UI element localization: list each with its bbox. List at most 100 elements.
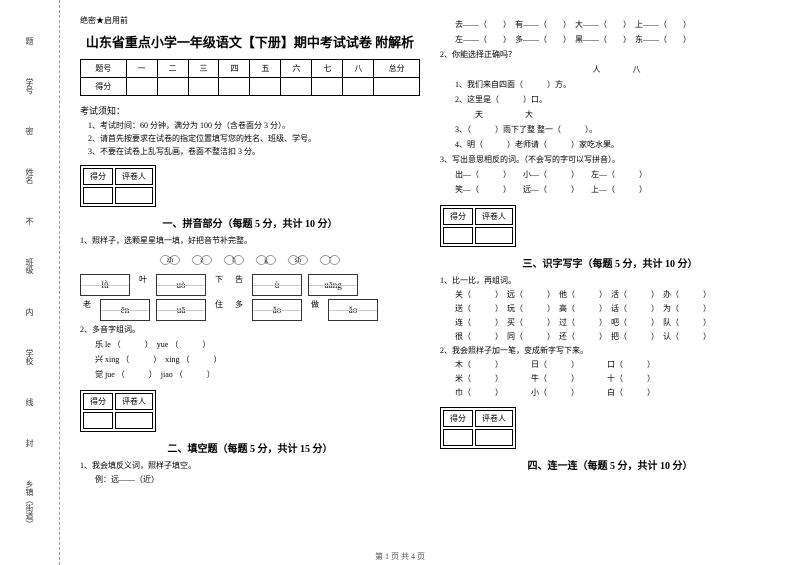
score-box: 得分评卷人 [440,407,516,449]
pinyin-box[interactable]: uāng [308,274,358,296]
fill-line: 2、这里是（ ）口。 [455,94,780,105]
binding-marker: 密 [24,127,35,135]
score-label: 得分 [83,168,113,185]
fill-line: 4、明（ ）老师请（ ）家吃水果。 [455,139,780,150]
grader-cell[interactable] [115,412,153,429]
score-label: 得分 [83,393,113,410]
star-icon: l [316,250,344,270]
grader-cell[interactable] [115,187,153,204]
svg-text:zh: zh [167,256,174,264]
pinyin-box[interactable]: lǜ [80,274,130,296]
table-row: 题号 一 二 三 四 五 六 七 八 总分 [81,60,420,78]
svg-text:l: l [329,256,331,264]
score-box: 得分评卷人 [440,205,516,247]
cell[interactable] [281,78,312,96]
char-label: 叶 [139,274,147,296]
cell[interactable] [250,78,281,96]
score-cell[interactable] [443,429,473,446]
grader-label: 评卷人 [475,410,513,427]
char-label: 告 [235,274,243,296]
binding-label: 学号 [24,78,35,94]
score-table: 题号 一 二 三 四 五 六 七 八 总分 得分 [80,59,420,96]
pinyin-box[interactable]: uā [156,299,206,321]
binding-label: 乡镇（街道） [24,480,35,528]
cell[interactable] [157,78,188,96]
grader-cell[interactable] [475,227,513,244]
cell[interactable] [188,78,219,96]
fill-line: 很（ ） 同（ ） 还（ ） 把（ ） 认（ ） [455,331,780,342]
exam-title: 山东省重点小学一年级语文【下册】期中考试试卷 附解析 [80,32,420,51]
fill-line: 巾（ ） 小（ ） 白（ ） [455,387,780,398]
score-box: 得分 评卷人 [80,165,156,207]
secret-tag: 绝密★启用前 [80,15,420,26]
pinyin-box[interactable]: ǎo [328,299,378,321]
char-label: 做 [311,299,319,321]
char-label: 住 [215,299,223,321]
fill-line: 笑—（ ） 远—（ ） 上—（ ） [455,184,780,195]
pinyin-box[interactable]: ēn [100,299,150,321]
notice-item: 3、不要在试卷上乱写乱画，卷面不整洁扣 3 分。 [88,146,420,157]
fill-line: 送（ ） 玩（ ） 高（ ） 话（ ） 为（ ） [455,303,780,314]
question-text: 1、比一比，再组词。 [440,275,780,286]
page-content: 绝密★启用前 山东省重点小学一年级语文【下册】期中考试试卷 附解析 题号 一 二… [60,0,800,565]
question-text: 1、照样子，选颗星星填一填，好把音节补完整。 [80,235,420,246]
notice-item: 1、考试时间：60 分钟，满分为 100 分（含卷面分 3 分）。 [88,120,420,131]
svg-text:z: z [200,256,203,264]
grader-label: 评卷人 [475,208,513,225]
cell: 五 [250,60,281,78]
cell: 一 [126,60,157,78]
fill-line: 兴 xing （ ） xing （ ） [95,354,420,365]
fill-line: 3、（ ）雨下了整 整一（ ）。 [455,124,780,135]
right-column: 去——（ ） 有——（ ） 大——（ ） 上——（ ） 左——（ ） 多——（ … [430,15,790,560]
star-icon: g [252,250,280,270]
score-cell[interactable] [83,187,113,204]
left-column: 绝密★启用前 山东省重点小学一年级语文【下册】期中考试试卷 附解析 题号 一 二… [70,15,430,560]
fill-line: 出—（ ） 小—（ ） 左—（ ） [455,169,780,180]
cell: 四 [219,60,250,78]
binding-marker: 线 [24,398,35,406]
cell[interactable] [374,78,420,96]
cell: 八 [343,60,374,78]
fill-line: 连（ ） 买（ ） 过（ ） 吧（ ） 队（ ） [455,317,780,328]
grader-label: 评卷人 [115,168,153,185]
question-text: 3、写出意思相反的词。（不会写的字可以写拼音）。 [440,154,780,165]
pinyin-box[interactable]: ù [252,274,302,296]
star-row: zh z h g sh l [80,250,420,270]
score-cell[interactable] [443,227,473,244]
grader-cell[interactable] [475,429,513,446]
cell: 题号 [81,60,127,78]
cell[interactable] [219,78,250,96]
star-icon: zh [156,250,184,270]
pinyin-box[interactable]: ǎo [252,299,302,321]
question-text: 2、多音字组词。 [80,324,420,335]
question-text: 2、你能选择正确吗？ [440,49,780,60]
cell[interactable] [312,78,343,96]
notice-title: 考试须知： [80,104,420,117]
score-box: 得分评卷人 [80,390,156,432]
binding-marker: 内 [24,308,35,316]
fill-line: 去——（ ） 有——（ ） 大——（ ） 上——（ ） [455,19,780,30]
cell: 六 [281,60,312,78]
binding-label: 学校 [24,349,35,365]
binding-strip: 题 学号 密 姓名 不 班级 内 学校 线 封 乡镇（街道） [0,0,60,565]
star-icon: z [188,250,216,270]
cell: 二 [157,60,188,78]
fill-line: 觉 jue （ ） jiao （ ） [95,369,420,380]
fill-line: 关（ ） 远（ ） 他（ ） 活（ ） 办（ ） [455,289,780,300]
section-title-1: 一、拼音部分（每题 5 分，共计 10 分） [80,215,420,230]
star-icon: sh [284,250,312,270]
score-label: 得分 [443,410,473,427]
fill-line: 乐 le （ ） yue （ ） [95,339,420,350]
cell[interactable] [126,78,157,96]
pinyin-row: lǜ叶 uò下 告ù uāng [80,274,420,296]
section-title-2: 二、填空题（每题 5 分，共计 15 分） [80,440,420,455]
svg-text:sh: sh [295,256,302,264]
char-label: 老 [83,299,91,321]
pinyin-box[interactable]: uò [156,274,206,296]
section-title-3: 三、识字写字（每题 5 分，共计 10 分） [440,255,780,270]
cell[interactable] [343,78,374,96]
notice-item: 2、请首先按要求在试卷的指定位置填写您的姓名、班级、学号。 [88,133,420,144]
score-cell[interactable] [83,412,113,429]
cell: 总分 [374,60,420,78]
fill-line: 1、我们来自四面（ ）方。 [455,79,780,90]
